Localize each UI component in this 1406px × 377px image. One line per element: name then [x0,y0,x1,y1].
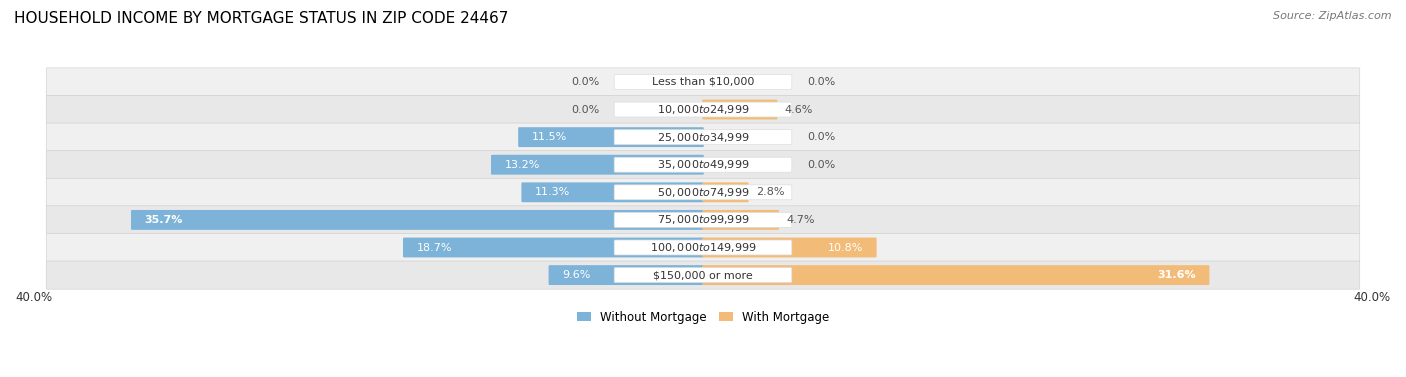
FancyBboxPatch shape [46,68,1360,96]
Text: 0.0%: 0.0% [571,77,599,87]
Text: Less than $10,000: Less than $10,000 [652,77,754,87]
FancyBboxPatch shape [491,155,704,175]
FancyBboxPatch shape [614,102,792,117]
Text: 0.0%: 0.0% [571,104,599,115]
FancyBboxPatch shape [702,210,779,230]
FancyBboxPatch shape [614,268,792,282]
FancyBboxPatch shape [702,238,876,257]
FancyBboxPatch shape [548,265,704,285]
FancyBboxPatch shape [702,182,748,202]
FancyBboxPatch shape [614,240,792,255]
Text: 2.8%: 2.8% [756,187,785,197]
Text: $25,000 to $34,999: $25,000 to $34,999 [657,131,749,144]
Text: 0.0%: 0.0% [807,132,835,142]
Text: 4.6%: 4.6% [785,104,813,115]
Text: 31.6%: 31.6% [1157,270,1195,280]
FancyBboxPatch shape [46,233,1360,262]
FancyBboxPatch shape [522,182,704,202]
Text: $35,000 to $49,999: $35,000 to $49,999 [657,158,749,171]
FancyBboxPatch shape [614,157,792,172]
Text: $75,000 to $99,999: $75,000 to $99,999 [657,213,749,227]
FancyBboxPatch shape [46,123,1360,151]
Text: 11.5%: 11.5% [531,132,567,142]
FancyBboxPatch shape [46,95,1360,124]
Text: 9.6%: 9.6% [562,270,591,280]
Text: $10,000 to $24,999: $10,000 to $24,999 [657,103,749,116]
Text: HOUSEHOLD INCOME BY MORTGAGE STATUS IN ZIP CODE 24467: HOUSEHOLD INCOME BY MORTGAGE STATUS IN Z… [14,11,509,26]
Text: $150,000 or more: $150,000 or more [654,270,752,280]
FancyBboxPatch shape [46,151,1360,179]
Text: 18.7%: 18.7% [416,242,453,253]
Text: $100,000 to $149,999: $100,000 to $149,999 [650,241,756,254]
Text: 0.0%: 0.0% [807,160,835,170]
Text: 0.0%: 0.0% [807,77,835,87]
FancyBboxPatch shape [702,100,778,120]
FancyBboxPatch shape [614,213,792,227]
FancyBboxPatch shape [46,178,1360,206]
FancyBboxPatch shape [614,185,792,200]
Text: 40.0%: 40.0% [1354,291,1391,304]
Text: Source: ZipAtlas.com: Source: ZipAtlas.com [1274,11,1392,21]
FancyBboxPatch shape [702,265,1209,285]
Text: $50,000 to $74,999: $50,000 to $74,999 [657,186,749,199]
Text: 4.7%: 4.7% [786,215,814,225]
FancyBboxPatch shape [614,130,792,145]
Text: 35.7%: 35.7% [145,215,183,225]
FancyBboxPatch shape [46,261,1360,289]
Legend: Without Mortgage, With Mortgage: Without Mortgage, With Mortgage [572,306,834,328]
Text: 11.3%: 11.3% [536,187,571,197]
Text: 13.2%: 13.2% [505,160,540,170]
FancyBboxPatch shape [519,127,704,147]
FancyBboxPatch shape [404,238,704,257]
Text: 40.0%: 40.0% [15,291,52,304]
Text: 10.8%: 10.8% [828,242,863,253]
FancyBboxPatch shape [131,210,704,230]
FancyBboxPatch shape [614,75,792,89]
FancyBboxPatch shape [46,206,1360,234]
